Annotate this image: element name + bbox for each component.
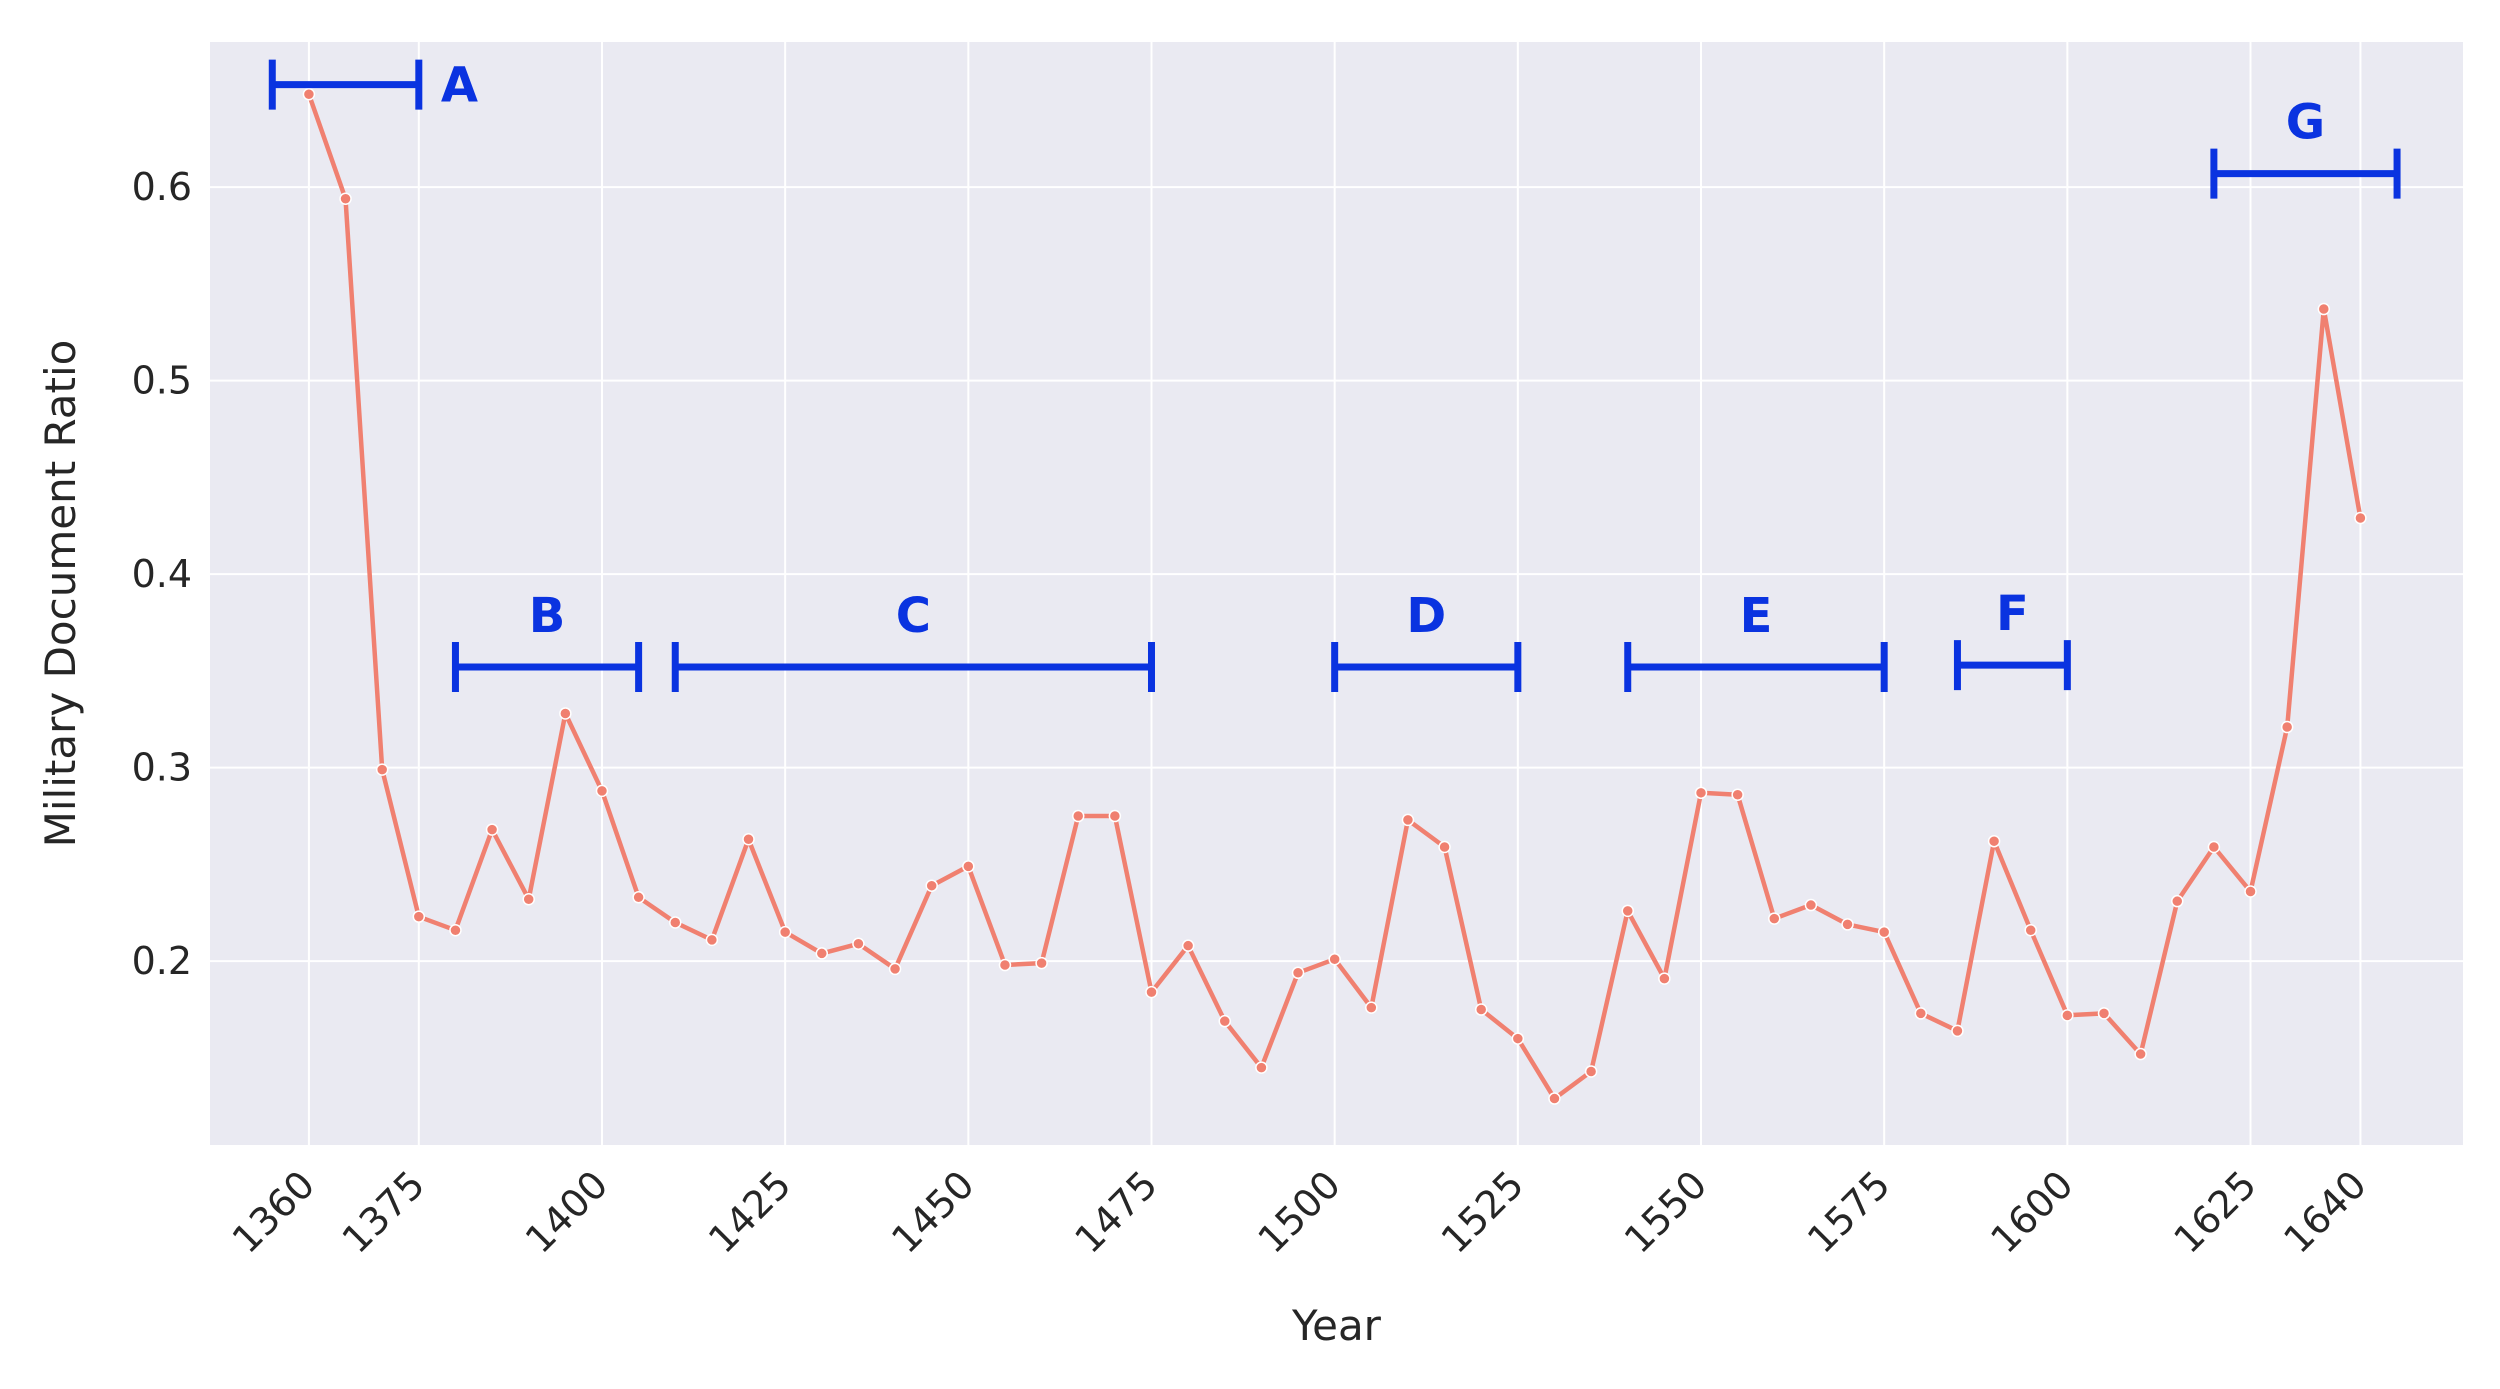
data-point bbox=[412, 910, 426, 923]
data-point bbox=[778, 925, 792, 939]
data-point bbox=[1035, 956, 1048, 970]
data-point bbox=[485, 823, 499, 836]
grid-lines bbox=[210, 42, 2463, 1145]
data-point bbox=[1145, 985, 1158, 999]
data-point bbox=[1731, 788, 1744, 801]
span-label: E bbox=[1740, 588, 1773, 644]
y-tick-label: 0.5 bbox=[132, 359, 192, 403]
span-label: B bbox=[529, 588, 566, 644]
data-point bbox=[2317, 302, 2331, 316]
data-point bbox=[375, 763, 389, 776]
data-point bbox=[1841, 918, 1854, 931]
y-tick-label: 0.2 bbox=[132, 939, 192, 983]
data-point bbox=[2171, 894, 2184, 908]
data-point bbox=[962, 860, 975, 873]
data-point bbox=[1914, 1007, 1928, 1020]
data-point bbox=[1804, 898, 1818, 912]
span-label: A bbox=[441, 58, 478, 114]
data-point bbox=[559, 707, 572, 720]
data-point bbox=[852, 937, 865, 951]
data-point bbox=[1511, 1032, 1525, 1045]
span-g: G bbox=[2210, 95, 2401, 199]
data-point bbox=[1474, 1003, 1488, 1016]
span-f: F bbox=[1953, 586, 2071, 691]
data-point bbox=[925, 879, 938, 892]
data-point bbox=[1218, 1014, 1232, 1028]
y-tick-label: 0.3 bbox=[132, 746, 192, 790]
data-point bbox=[888, 962, 902, 976]
span-label: G bbox=[2286, 95, 2325, 151]
data-point bbox=[1328, 952, 1341, 966]
data-point bbox=[1694, 786, 1708, 800]
data-point bbox=[1108, 809, 1122, 823]
data-point bbox=[1877, 925, 1891, 939]
data-point bbox=[669, 916, 682, 929]
data-point bbox=[2024, 923, 2037, 937]
data-point bbox=[742, 833, 755, 846]
y-axis-label: Military Document Ratio bbox=[36, 340, 85, 848]
data-point bbox=[1987, 834, 2001, 848]
data-point bbox=[2244, 885, 2257, 898]
span-c: C bbox=[671, 588, 1155, 693]
period-spans: A B C D E F G bbox=[268, 58, 2401, 693]
span-d: D bbox=[1331, 588, 1522, 693]
span-b: B bbox=[451, 588, 643, 693]
data-point bbox=[705, 933, 719, 947]
data-series bbox=[302, 87, 2367, 1105]
data-point bbox=[1181, 939, 1195, 952]
data-point bbox=[2134, 1047, 2147, 1061]
data-point bbox=[2280, 720, 2294, 734]
data-point bbox=[2061, 1009, 2074, 1022]
y-tick-label: 0.6 bbox=[132, 165, 192, 209]
data-point bbox=[2207, 840, 2221, 854]
data-point bbox=[1658, 972, 1671, 985]
data-point bbox=[1548, 1092, 1561, 1105]
span-label: C bbox=[896, 588, 931, 644]
x-axis-label: Year bbox=[1291, 1301, 1382, 1350]
data-point bbox=[1621, 904, 1634, 918]
data-point bbox=[2097, 1007, 2111, 1020]
data-point bbox=[449, 923, 462, 937]
data-point bbox=[1365, 1001, 1378, 1014]
y-tick-label: 0.4 bbox=[132, 552, 192, 596]
data-point bbox=[1584, 1065, 1598, 1078]
data-point bbox=[815, 947, 829, 960]
span-a: A bbox=[268, 58, 478, 114]
data-point bbox=[1255, 1061, 1268, 1074]
data-point bbox=[1291, 966, 1305, 980]
span-label: F bbox=[1996, 586, 2029, 642]
data-point bbox=[1401, 813, 1415, 827]
data-point bbox=[522, 892, 535, 906]
data-point bbox=[595, 784, 609, 798]
span-label: D bbox=[1406, 588, 1446, 644]
data-point bbox=[302, 87, 316, 101]
data-point bbox=[1071, 809, 1085, 823]
data-point bbox=[339, 192, 352, 205]
data-point bbox=[1768, 912, 1781, 925]
data-point bbox=[632, 891, 645, 904]
data-point bbox=[1951, 1024, 1964, 1038]
data-point bbox=[2354, 511, 2367, 525]
span-e: E bbox=[1624, 588, 1888, 693]
data-point bbox=[998, 958, 1012, 972]
data-point bbox=[1438, 840, 1451, 854]
y-axis-ticks: 0.2 0.3 0.4 0.5 0.6 bbox=[132, 165, 192, 983]
